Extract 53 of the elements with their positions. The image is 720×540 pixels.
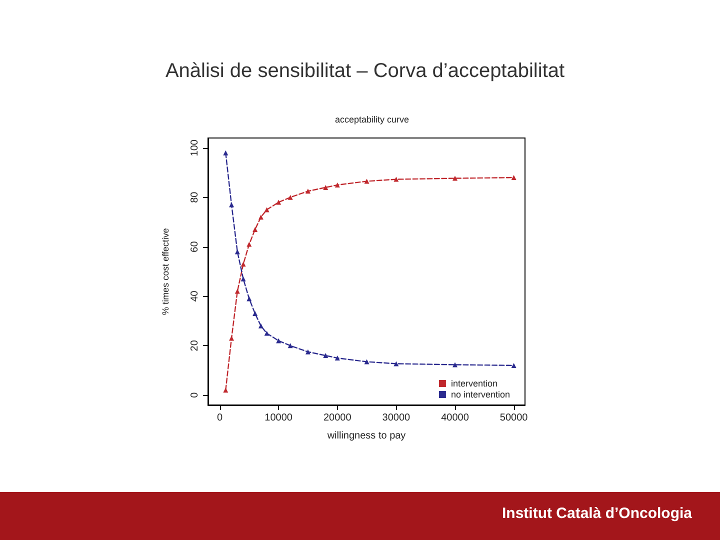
point	[240, 262, 246, 267]
point	[288, 343, 293, 348]
point	[364, 359, 370, 364]
point	[240, 276, 246, 282]
y-tick-label: 60	[190, 240, 200, 252]
text: Institut Català d’Oncologia	[502, 505, 693, 522]
point	[276, 200, 282, 205]
point	[246, 296, 252, 302]
legend-label: no intervention	[450, 390, 510, 400]
point	[452, 176, 458, 181]
point	[276, 338, 282, 344]
point	[258, 323, 264, 328]
y-tick-label: 80	[190, 191, 200, 203]
point	[223, 388, 228, 393]
point	[258, 214, 264, 220]
point	[511, 175, 516, 180]
point	[288, 194, 293, 200]
point	[394, 361, 399, 366]
point	[229, 336, 234, 341]
point	[511, 362, 516, 368]
y-tick-label: 100	[190, 139, 200, 156]
point	[305, 349, 310, 354]
x-tick-label: 40000	[441, 412, 470, 424]
point	[334, 182, 340, 188]
point	[223, 150, 228, 156]
legend-label: intervention	[450, 378, 498, 388]
y-tick-label: 0	[190, 392, 200, 398]
point	[229, 202, 234, 208]
y-axis-title: % times cost effective	[160, 228, 170, 315]
x-tick-label: 20000	[323, 412, 352, 424]
x-axis-title: willingness to pay	[326, 430, 406, 442]
x-tick-label: 0	[216, 412, 223, 424]
y-tick-label: 20	[190, 340, 200, 352]
point	[323, 184, 328, 190]
point	[246, 242, 252, 247]
point	[264, 330, 270, 336]
chart-subtitle: acceptability curve	[334, 114, 410, 124]
x-tick-label: 30000	[382, 412, 411, 424]
point	[234, 249, 240, 254]
point	[334, 356, 340, 361]
point	[252, 226, 258, 232]
point	[364, 178, 370, 184]
point	[452, 362, 458, 368]
point	[234, 288, 240, 294]
x-tick-label: 10000	[264, 412, 293, 424]
y-tick-label: 40	[190, 290, 200, 302]
point	[305, 188, 310, 194]
point	[252, 311, 258, 316]
point	[323, 353, 328, 358]
point	[264, 207, 270, 212]
point	[394, 176, 399, 182]
x-tick-label: 50000	[500, 412, 528, 424]
chart-title: Anàlisi de sensibilitat – Corva d’acceptabilitat	[165, 60, 565, 82]
